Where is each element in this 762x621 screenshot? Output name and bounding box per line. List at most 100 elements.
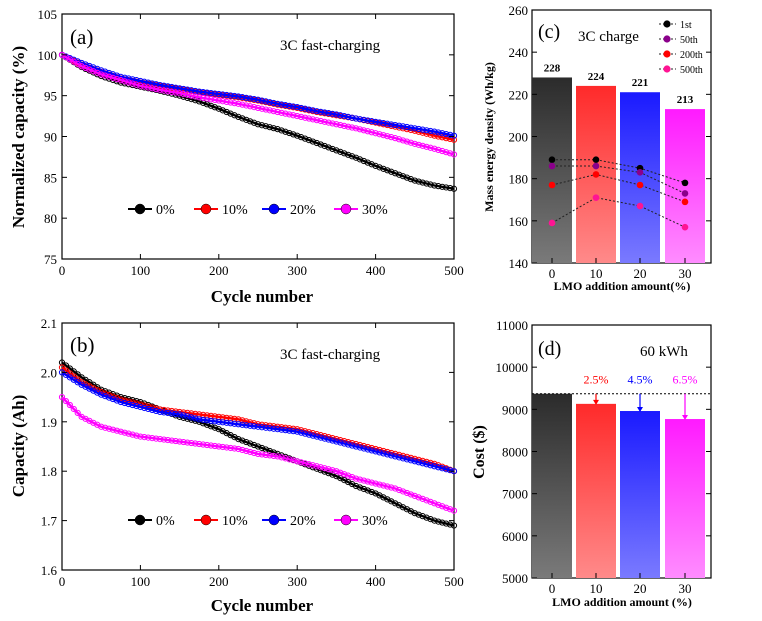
- data-point: [231, 100, 238, 107]
- bar: [576, 403, 616, 578]
- data-point: [321, 435, 328, 442]
- data-point: [450, 151, 458, 158]
- y-tick-label: 260: [509, 3, 529, 18]
- data-point: [290, 112, 297, 119]
- data-point: [450, 132, 458, 139]
- panel-a-label: (a): [70, 25, 93, 49]
- data-point: [258, 105, 266, 112]
- data-point: [192, 410, 199, 417]
- data-point: [364, 159, 371, 166]
- data-point: [129, 76, 136, 83]
- data-point: [231, 445, 238, 452]
- data-point: [411, 125, 418, 132]
- data-point: [548, 162, 556, 170]
- data-point: [415, 125, 422, 133]
- data-point: [298, 104, 305, 112]
- series-0%: [58, 359, 458, 529]
- y-tick-label: 9000: [502, 402, 528, 417]
- data-point: [203, 89, 211, 96]
- data-point: [215, 443, 222, 450]
- series-line: [552, 159, 686, 184]
- data-point: [427, 516, 434, 523]
- data-point: [192, 440, 199, 447]
- data-point: [258, 97, 266, 104]
- data-point: [200, 88, 207, 96]
- data-point: [294, 458, 301, 465]
- data-point: [301, 135, 309, 142]
- data-point: [333, 121, 340, 128]
- series-200th: [548, 171, 689, 206]
- data-point: [309, 432, 316, 439]
- data-point: [403, 138, 411, 145]
- data-point: [196, 416, 203, 423]
- data-point: [384, 133, 391, 140]
- panel-a-legend: 0% 10% 20% 30%: [128, 203, 388, 218]
- data-point: [364, 128, 371, 135]
- data-point: [411, 458, 418, 465]
- data-point: [356, 444, 364, 451]
- data-point: [235, 113, 242, 121]
- data-point: [345, 151, 352, 158]
- data-point: [223, 91, 230, 99]
- data-point: [211, 90, 218, 97]
- data-point: [266, 124, 273, 131]
- data-point: [368, 488, 375, 496]
- data-point: [427, 462, 434, 469]
- data-point: [446, 131, 454, 138]
- x-tick-label: 300: [287, 263, 307, 278]
- data-point: [329, 437, 336, 444]
- data-point: [294, 132, 301, 139]
- data-point: [133, 81, 140, 88]
- data-point: [384, 167, 391, 174]
- data-point: [168, 410, 175, 417]
- data-point: [258, 122, 266, 129]
- data-point: [117, 428, 124, 435]
- data-point: [278, 101, 285, 108]
- data-point: [102, 393, 109, 400]
- data-point: [636, 169, 644, 176]
- legend-marker: [340, 203, 352, 215]
- panel-b-legend: 0% 10% 20% 30%: [128, 514, 388, 529]
- x-tick-label: 30: [679, 581, 692, 596]
- data-point: [117, 398, 124, 406]
- data-point: [231, 92, 238, 100]
- data-point: [200, 441, 207, 448]
- y-tick-label: 7000: [502, 487, 528, 502]
- y-tick-label: 2.1: [41, 316, 57, 331]
- data-point: [298, 429, 305, 436]
- panel-b-series-layer: [58, 359, 458, 529]
- data-point: [399, 123, 407, 130]
- data-point: [203, 101, 211, 108]
- data-point: [266, 99, 273, 106]
- y-tick-label: 140: [509, 256, 529, 271]
- data-point: [333, 468, 340, 475]
- data-point: [129, 80, 136, 87]
- panel-d-ylabel: Cost ($): [471, 425, 488, 479]
- data-point: [145, 434, 152, 441]
- data-point: [348, 153, 356, 160]
- legend-label: 200th: [680, 50, 703, 61]
- reduction-arrowhead: [593, 399, 599, 405]
- data-point: [384, 120, 391, 127]
- data-point: [145, 84, 152, 91]
- data-point: [415, 141, 422, 148]
- data-point: [415, 459, 422, 466]
- data-point: [282, 110, 289, 117]
- data-point: [207, 102, 215, 109]
- data-point: [207, 89, 215, 97]
- data-point: [372, 118, 379, 125]
- data-point: [439, 183, 446, 190]
- data-point: [403, 174, 411, 181]
- data-point: [270, 125, 277, 132]
- data-point: [254, 443, 262, 450]
- data-point: [333, 147, 340, 154]
- data-point: [164, 436, 171, 444]
- data-point: [446, 150, 454, 157]
- panel-c-legend: 1st 50th 200th 500th: [659, 20, 703, 76]
- data-point: [133, 77, 140, 84]
- data-point: [548, 181, 556, 189]
- x-tick-label: 20: [634, 266, 647, 281]
- data-point: [360, 157, 367, 165]
- data-point: [446, 521, 454, 528]
